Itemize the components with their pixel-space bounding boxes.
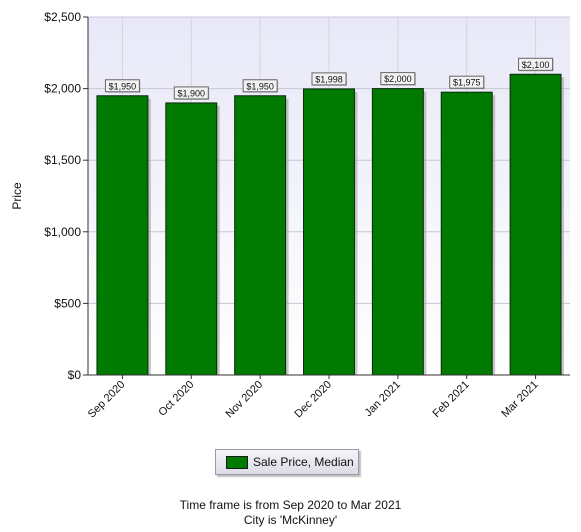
y-tick-label: $500: [54, 296, 81, 310]
bar: [510, 74, 561, 375]
y-axis-label: Price: [10, 182, 24, 210]
data-label-text: $2,100: [522, 60, 550, 70]
data-label: $1,998: [312, 73, 347, 86]
data-label-text: $1,975: [453, 78, 481, 88]
timeframe-note: Time frame is from Sep 2020 to Mar 2021: [0, 498, 581, 512]
y-tick-label: $1,000: [44, 225, 81, 239]
x-tick-label: Nov 2020: [223, 379, 265, 421]
x-tick-label: Dec 2020: [292, 379, 334, 421]
legend: Sale Price, Median: [215, 449, 359, 475]
y-tick-label: $0: [68, 368, 82, 382]
x-tick-label: Mar 2021: [499, 379, 540, 420]
x-tick-label: Sep 2020: [86, 379, 128, 421]
bar: [304, 89, 355, 375]
bar: [97, 96, 148, 375]
bar-chart: $0 $500 $1,000 $1,500 $2,000 $2,500 Sep 2020 Oc…: [0, 0, 581, 445]
bar: [441, 92, 492, 375]
data-label-text: $1,998: [315, 74, 343, 84]
data-label: $1,975: [450, 76, 485, 89]
y-tick-label: $1,500: [44, 153, 81, 167]
bar: [372, 89, 423, 375]
bar: [235, 96, 286, 375]
data-label: $1,950: [105, 80, 140, 93]
legend-swatch: [226, 456, 248, 469]
legend-label: Sale Price, Median: [253, 455, 354, 469]
data-label-text: $1,900: [178, 88, 206, 98]
data-label: $1,950: [243, 80, 278, 93]
y-tick-label: $2,500: [44, 10, 81, 24]
city-note: City is 'McKinney': [0, 513, 581, 527]
bar: [166, 103, 217, 375]
x-tick-label: Oct 2020: [156, 379, 196, 419]
y-tick-label: $2,000: [44, 82, 81, 96]
x-tick-label: Jan 2021: [362, 379, 402, 419]
x-tick-label: Feb 2021: [430, 379, 471, 420]
data-label: $2,100: [519, 58, 554, 71]
data-label: $1,900: [174, 87, 209, 100]
data-label-text: $1,950: [109, 81, 137, 91]
data-label: $2,000: [381, 73, 416, 86]
data-label-text: $1,950: [246, 81, 274, 91]
data-label-text: $2,000: [384, 74, 412, 84]
